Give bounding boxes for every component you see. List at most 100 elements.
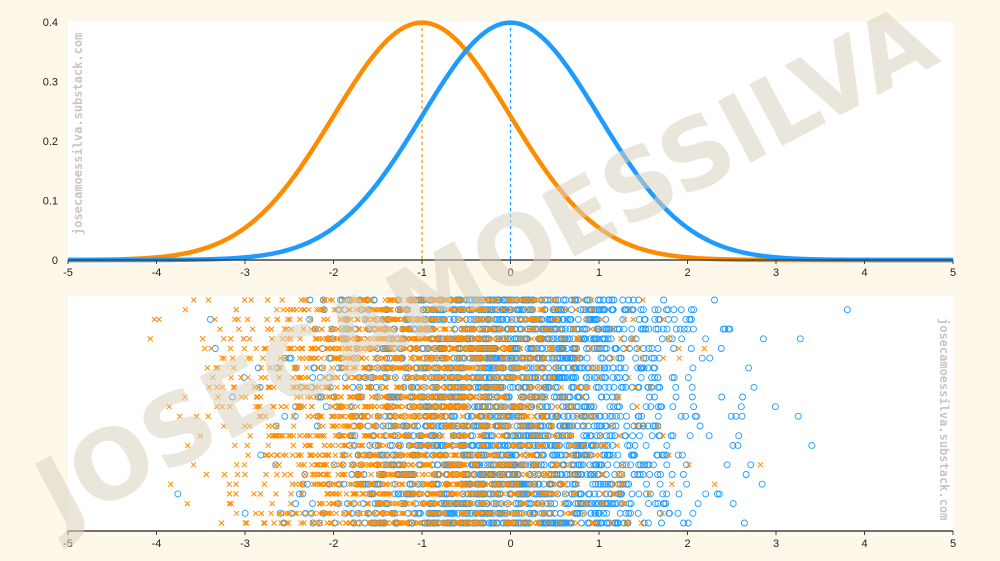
sample-point-blue bbox=[590, 403, 598, 411]
sample-point-blue bbox=[569, 325, 577, 333]
sample-point-blue bbox=[595, 383, 603, 391]
sample-point-blue bbox=[619, 315, 627, 323]
sample-point-blue bbox=[292, 500, 300, 508]
sample-point-blue bbox=[608, 296, 616, 304]
sample-point-blue bbox=[606, 451, 614, 459]
sample-point-blue bbox=[330, 461, 338, 469]
sample-point-blue bbox=[545, 471, 553, 478]
sample-point-blue bbox=[484, 403, 492, 411]
sample-point-blue bbox=[678, 451, 686, 459]
sample-point-blue bbox=[499, 296, 507, 304]
sample-point-blue bbox=[706, 354, 714, 362]
sample-point-blue bbox=[585, 345, 593, 352]
sample-point-blue bbox=[480, 461, 488, 469]
sample-point-blue bbox=[374, 441, 382, 449]
sample-point-blue bbox=[432, 383, 440, 391]
sample-point-blue bbox=[617, 364, 625, 372]
sample-point-blue bbox=[535, 471, 543, 478]
sample-point-blue bbox=[583, 345, 590, 352]
sample-point-blue bbox=[364, 422, 372, 430]
sample-point-blue bbox=[376, 480, 384, 488]
sample-point-blue bbox=[625, 296, 633, 304]
sample-point-blue bbox=[285, 354, 293, 362]
sample-point-blue bbox=[277, 509, 284, 517]
sample-point-blue bbox=[674, 509, 682, 517]
sample-point-blue bbox=[843, 306, 851, 314]
sample-point-blue bbox=[545, 364, 552, 372]
sample-point-blue bbox=[492, 519, 500, 527]
density-x-tick-label: 3 bbox=[773, 267, 779, 279]
sample-point-blue bbox=[499, 471, 507, 478]
sample-point-blue bbox=[662, 500, 670, 508]
sample-point-blue bbox=[519, 306, 527, 314]
sample-point-blue bbox=[299, 490, 307, 498]
sample-point-blue bbox=[592, 364, 600, 372]
sample-point-blue bbox=[597, 354, 605, 362]
sample-point-blue bbox=[600, 325, 608, 333]
sample-point-blue bbox=[794, 412, 802, 420]
sample-point-blue bbox=[436, 315, 444, 323]
sample-point-blue bbox=[598, 422, 605, 430]
sample-point-blue bbox=[635, 296, 643, 304]
sample-point-blue bbox=[563, 315, 571, 323]
sample-point-blue bbox=[256, 383, 264, 391]
sample-point-blue bbox=[422, 364, 430, 372]
sample-point-blue bbox=[320, 296, 327, 304]
sample-point-blue bbox=[587, 306, 595, 314]
sample-point-blue bbox=[651, 306, 659, 314]
sample-point-blue bbox=[431, 345, 439, 352]
sample-point-blue bbox=[477, 374, 485, 382]
sample-point-blue bbox=[602, 500, 610, 508]
sample-point-blue bbox=[641, 315, 649, 323]
sample-point-blue bbox=[583, 315, 591, 323]
sample-point-blue bbox=[702, 490, 710, 498]
sample-point-blue bbox=[500, 354, 508, 362]
sample-point-blue bbox=[603, 509, 611, 517]
sample-point-blue bbox=[634, 509, 642, 517]
sample-point-blue bbox=[534, 383, 542, 391]
sample-point-blue bbox=[715, 490, 723, 498]
sample-point-blue bbox=[654, 422, 662, 430]
sample-point-blue bbox=[580, 432, 588, 440]
sample-point-blue bbox=[574, 500, 582, 508]
sample-point-blue bbox=[719, 325, 727, 333]
sample-point-blue bbox=[517, 393, 525, 401]
sample-point-blue bbox=[570, 451, 578, 459]
sample-point-blue bbox=[579, 306, 587, 314]
sample-point-blue bbox=[446, 374, 454, 382]
sample-point-blue bbox=[633, 345, 641, 352]
sample-point-blue bbox=[599, 480, 607, 488]
sample-point-blue bbox=[553, 451, 561, 459]
sample-point-blue bbox=[590, 422, 598, 430]
sample-point-blue bbox=[595, 345, 603, 352]
sample-point-blue bbox=[554, 296, 562, 304]
sample-point-blue bbox=[347, 403, 355, 411]
sample-point-blue bbox=[583, 354, 591, 362]
sample-point-blue bbox=[470, 315, 478, 323]
sample-point-blue bbox=[581, 335, 589, 343]
sample-point-blue bbox=[626, 441, 634, 449]
sample-point-blue bbox=[572, 296, 580, 304]
sample-point-blue bbox=[627, 509, 635, 517]
sample-point-blue bbox=[545, 480, 553, 488]
sample-point-blue bbox=[586, 296, 594, 304]
sample-point-blue bbox=[580, 422, 587, 430]
sample-point-blue bbox=[502, 335, 509, 343]
density-y-axis: 00.10.20.30.4 bbox=[43, 17, 58, 267]
sample-point-blue bbox=[314, 393, 322, 401]
sample-point-blue bbox=[613, 403, 621, 411]
sample-point-blue bbox=[583, 471, 591, 478]
sample-point-blue bbox=[702, 335, 710, 343]
sample-point-blue bbox=[312, 325, 319, 333]
sample-point-blue bbox=[576, 509, 584, 517]
sample-point-blue bbox=[630, 422, 638, 430]
sample-point-blue bbox=[565, 422, 573, 430]
sample-point-blue bbox=[565, 403, 573, 411]
sample-point-blue bbox=[668, 471, 676, 478]
sample-point-blue bbox=[670, 315, 678, 323]
density-y-tick-label: 0 bbox=[52, 255, 58, 267]
density-x-tick-label: 1 bbox=[596, 267, 602, 279]
sample-point-blue bbox=[705, 432, 713, 440]
sample-point-blue bbox=[334, 500, 342, 508]
sample-point-blue bbox=[615, 325, 623, 333]
